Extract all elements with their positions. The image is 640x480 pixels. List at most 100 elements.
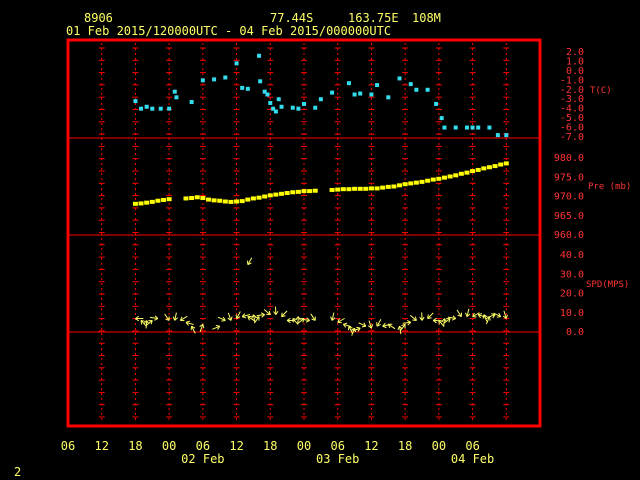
wind-arrow-head <box>502 315 507 319</box>
pres-point <box>217 198 223 203</box>
wind-arrow <box>358 322 367 327</box>
temp-point <box>425 87 430 92</box>
wind-arrow <box>252 314 256 323</box>
x-hour-label: 18 <box>128 439 142 453</box>
wind-arrow-head <box>419 316 423 321</box>
wind-arrow-head <box>190 326 193 331</box>
wind-arrow-head <box>477 314 482 319</box>
wind-arrow <box>456 309 462 317</box>
temp-point <box>464 125 469 130</box>
wind-arrow-head <box>217 325 221 330</box>
pres-point <box>155 198 161 203</box>
wind-arrow-head <box>185 320 190 323</box>
wind-arrow-head <box>498 312 502 317</box>
wind-arrow-head <box>401 323 406 327</box>
x-hour-label: 00 <box>162 439 176 453</box>
wind-arrow <box>487 314 496 319</box>
axis-labels: 2.01.00.0-1.0-2.0-3.0-4.0-5.0-6.0-7.0T(C… <box>61 47 632 466</box>
wind-arrow-head <box>172 316 176 321</box>
wind-arrow-head <box>221 319 226 322</box>
x-date-label: 04 Feb <box>451 452 494 466</box>
wind-arrow-head <box>505 314 508 319</box>
wind-arrow-head <box>297 316 301 321</box>
wind-arrow <box>438 320 445 327</box>
wind-arrow-head <box>441 318 445 322</box>
wind-arrow-head <box>255 316 260 319</box>
wind-arrow <box>212 325 220 330</box>
wind-tick-label: 10.0 <box>560 308 584 319</box>
temp-point <box>318 97 323 102</box>
pres-point <box>234 199 240 204</box>
wind-tick-label: 30.0 <box>560 269 584 280</box>
pres-point <box>340 187 346 192</box>
pres-point <box>329 187 335 192</box>
wind-arrow-head <box>135 318 140 322</box>
wind-arrow-head <box>286 320 291 324</box>
temp-point <box>476 125 481 130</box>
pres-point <box>228 199 234 204</box>
wind-arrow-head <box>421 316 425 321</box>
pres-point <box>222 199 228 204</box>
chart-frame <box>66 38 542 428</box>
wind-arrow-head <box>215 324 220 327</box>
wind-arrow-head <box>227 317 232 321</box>
temp-point <box>369 92 374 97</box>
pres-tick-label: 960.0 <box>554 230 584 241</box>
wind-axis-label: SPD(MPS) <box>586 280 629 290</box>
wind-arrow-head <box>482 314 485 319</box>
pres-point <box>205 197 211 202</box>
temp-point <box>150 106 155 111</box>
wind-arrow-head <box>478 313 483 316</box>
temp-point <box>504 133 509 138</box>
pres-point <box>453 173 459 178</box>
wind-arrow <box>493 312 501 318</box>
temp-point <box>495 133 500 138</box>
pres-point <box>256 195 262 200</box>
pres-point <box>498 162 504 167</box>
pres-point <box>503 161 509 166</box>
wind-arrow-head <box>337 318 340 323</box>
wind-arrow-head <box>331 317 336 321</box>
temp-point <box>352 92 357 97</box>
wind-arrow <box>348 326 353 334</box>
temp-point <box>330 90 335 95</box>
wind-arrow-head <box>199 323 204 328</box>
temp-point <box>296 106 301 111</box>
wind-arrow-head <box>387 324 391 329</box>
pres-point <box>374 186 380 191</box>
pres-axis-label: Pre (mb) <box>588 182 631 192</box>
pres-point <box>267 193 273 198</box>
pres-point <box>402 182 408 187</box>
wind-arrow-head <box>376 323 381 327</box>
x-date-label: 03 Feb <box>316 452 359 466</box>
wind-arrow-head <box>342 323 347 328</box>
pres-point <box>307 189 313 194</box>
temp-tick-label: -4.0 <box>560 104 584 115</box>
pres-point <box>492 164 498 169</box>
temp-point <box>434 101 439 106</box>
pres-point <box>250 196 256 201</box>
wind-arrow <box>310 313 316 321</box>
temp-point <box>245 86 250 91</box>
wind-tick-label: 20.0 <box>560 289 584 300</box>
wind-arrow-head <box>165 318 170 321</box>
wind-arrow-head <box>140 320 143 325</box>
temp-tick-label: 0.0 <box>566 66 584 77</box>
pres-point <box>447 174 453 179</box>
wind-arrow <box>247 257 253 265</box>
wind-arrow-head <box>466 313 471 317</box>
wind-arrow-head <box>251 314 254 319</box>
temp-point <box>487 125 492 130</box>
wind-arrow <box>368 320 372 329</box>
latitude: 77.44S <box>270 11 314 25</box>
temp-point <box>167 106 172 111</box>
wind-arrow-head <box>330 316 333 321</box>
pres-point <box>413 180 419 185</box>
temp-tick-label: 2.0 <box>566 47 584 58</box>
wind-arrow-head <box>174 317 179 321</box>
pres-point <box>475 167 481 172</box>
pres-point <box>391 184 397 189</box>
wind-arrow <box>503 310 507 319</box>
wind-arrow-head <box>150 320 153 325</box>
wind-arrow-head <box>414 316 417 321</box>
